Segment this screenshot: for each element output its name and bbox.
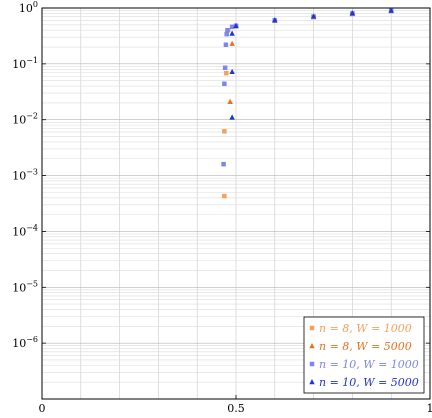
data-markers bbox=[221, 7, 394, 199]
x-tick-label: 0.5 bbox=[227, 402, 245, 415]
legend-marker bbox=[309, 361, 315, 367]
data-point-series-3 bbox=[225, 27, 230, 33]
data-point-series-4 bbox=[229, 114, 235, 120]
legend-marker bbox=[309, 325, 315, 331]
y-tick-label: 10−5 bbox=[12, 279, 38, 294]
data-point-series-4 bbox=[349, 10, 356, 16]
data-point-series-3 bbox=[229, 24, 235, 30]
data-point-series-3 bbox=[222, 81, 227, 87]
x-tick-labels: 0 0.5 1 bbox=[39, 402, 432, 415]
data-point-series-3 bbox=[221, 161, 226, 167]
y-tick-label: 10−4 bbox=[12, 223, 38, 238]
legend: n = 8, W = 1000 n = 8, W = 5000 n = 10, W … bbox=[303, 316, 425, 394]
data-point-series-1 bbox=[222, 193, 227, 199]
y-tick-label: 10−3 bbox=[12, 168, 38, 183]
data-point-series-4 bbox=[233, 22, 239, 29]
legend-marker bbox=[309, 379, 315, 385]
y-tick-label: 10−6 bbox=[12, 335, 38, 350]
y-tick-labels: 100 10−1 10−2 10−3 10−4 10−5 10−6 bbox=[12, 0, 38, 350]
legend-label: n = 8, W = 1000 bbox=[319, 322, 412, 335]
data-point-series-1 bbox=[224, 70, 229, 76]
legend-label: n = 10, W = 1000 bbox=[319, 358, 419, 371]
data-point-series-4 bbox=[229, 68, 235, 75]
data-point-series-2 bbox=[227, 98, 233, 104]
data-point-series-1 bbox=[222, 129, 227, 134]
data-point-series-4 bbox=[310, 13, 317, 19]
y-tick-label: 10−2 bbox=[12, 112, 38, 127]
legend-marker bbox=[309, 343, 315, 349]
data-point-series-2 bbox=[229, 40, 235, 46]
data-point-series-3 bbox=[224, 31, 229, 37]
x-tick-label: 0 bbox=[39, 402, 46, 415]
legend-label: n = 10, W = 5000 bbox=[319, 376, 419, 389]
legend-box bbox=[303, 316, 425, 394]
data-point-series-4 bbox=[272, 17, 278, 23]
data-point-series-4 bbox=[388, 7, 394, 13]
x-tick-label: 1 bbox=[427, 402, 432, 415]
data-point-series-4 bbox=[229, 30, 235, 36]
y-tick-label: 10−1 bbox=[12, 56, 38, 71]
axis-ticks bbox=[41, 7, 431, 399]
data-point-series-3 bbox=[223, 42, 229, 47]
data-point-series-3 bbox=[222, 65, 228, 71]
y-tick-label: 100 bbox=[19, 0, 38, 15]
legend-label: n = 8, W = 5000 bbox=[319, 340, 412, 353]
